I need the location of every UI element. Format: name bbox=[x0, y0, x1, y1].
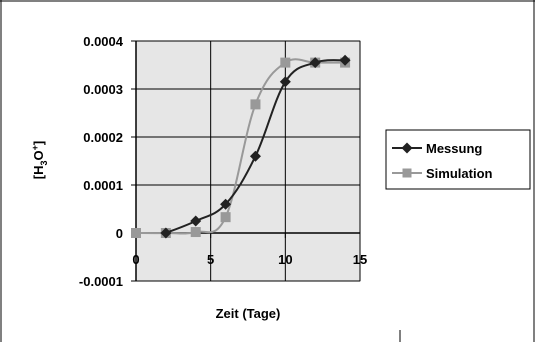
y-tick-label: -0.0001 bbox=[79, 274, 123, 289]
data-point-messung bbox=[309, 57, 321, 69]
y-tick-label: 0.0002 bbox=[83, 130, 123, 145]
legend: Messung Simulation bbox=[385, 129, 531, 190]
legend-label-messung: Messung bbox=[426, 141, 482, 156]
legend-box bbox=[385, 129, 531, 190]
data-point-simulation bbox=[131, 228, 141, 238]
legend-label-simulation: Simulation bbox=[426, 166, 493, 181]
data-point-messung bbox=[190, 215, 202, 227]
x-axis-title: Zeit (Tage) bbox=[216, 306, 281, 321]
data-point-messung bbox=[220, 198, 232, 210]
x-tick-label: 10 bbox=[278, 252, 292, 267]
plot-area bbox=[135, 40, 361, 282]
y-axis-title: [H3O+] bbox=[30, 141, 49, 179]
y-tick-label: 0.0004 bbox=[83, 34, 124, 49]
data-point-messung bbox=[339, 54, 351, 66]
data-point-messung bbox=[160, 227, 172, 239]
data-point-simulation bbox=[250, 99, 261, 110]
legend-marker-simulation bbox=[402, 168, 412, 178]
y-tick-label: 0 bbox=[116, 226, 123, 241]
series-group bbox=[131, 54, 351, 239]
y-tick-label: 0.0003 bbox=[83, 82, 123, 97]
data-point-simulation bbox=[190, 227, 201, 238]
x-tick-label: 0 bbox=[132, 252, 139, 267]
tick-labels: -0.0001 0 0.0001 0.0002 0.0003 0.0004 0 5 10 15 bbox=[79, 34, 367, 289]
legend-marker-messung bbox=[401, 142, 413, 154]
data-point-messung bbox=[249, 150, 261, 162]
data-point-simulation bbox=[280, 57, 291, 68]
y-tick-label: 0.0001 bbox=[83, 178, 123, 193]
data-point-messung bbox=[279, 76, 291, 88]
data-point-simulation bbox=[220, 212, 231, 223]
x-tick-label: 5 bbox=[207, 252, 214, 267]
x-tick-label: 15 bbox=[353, 252, 367, 267]
